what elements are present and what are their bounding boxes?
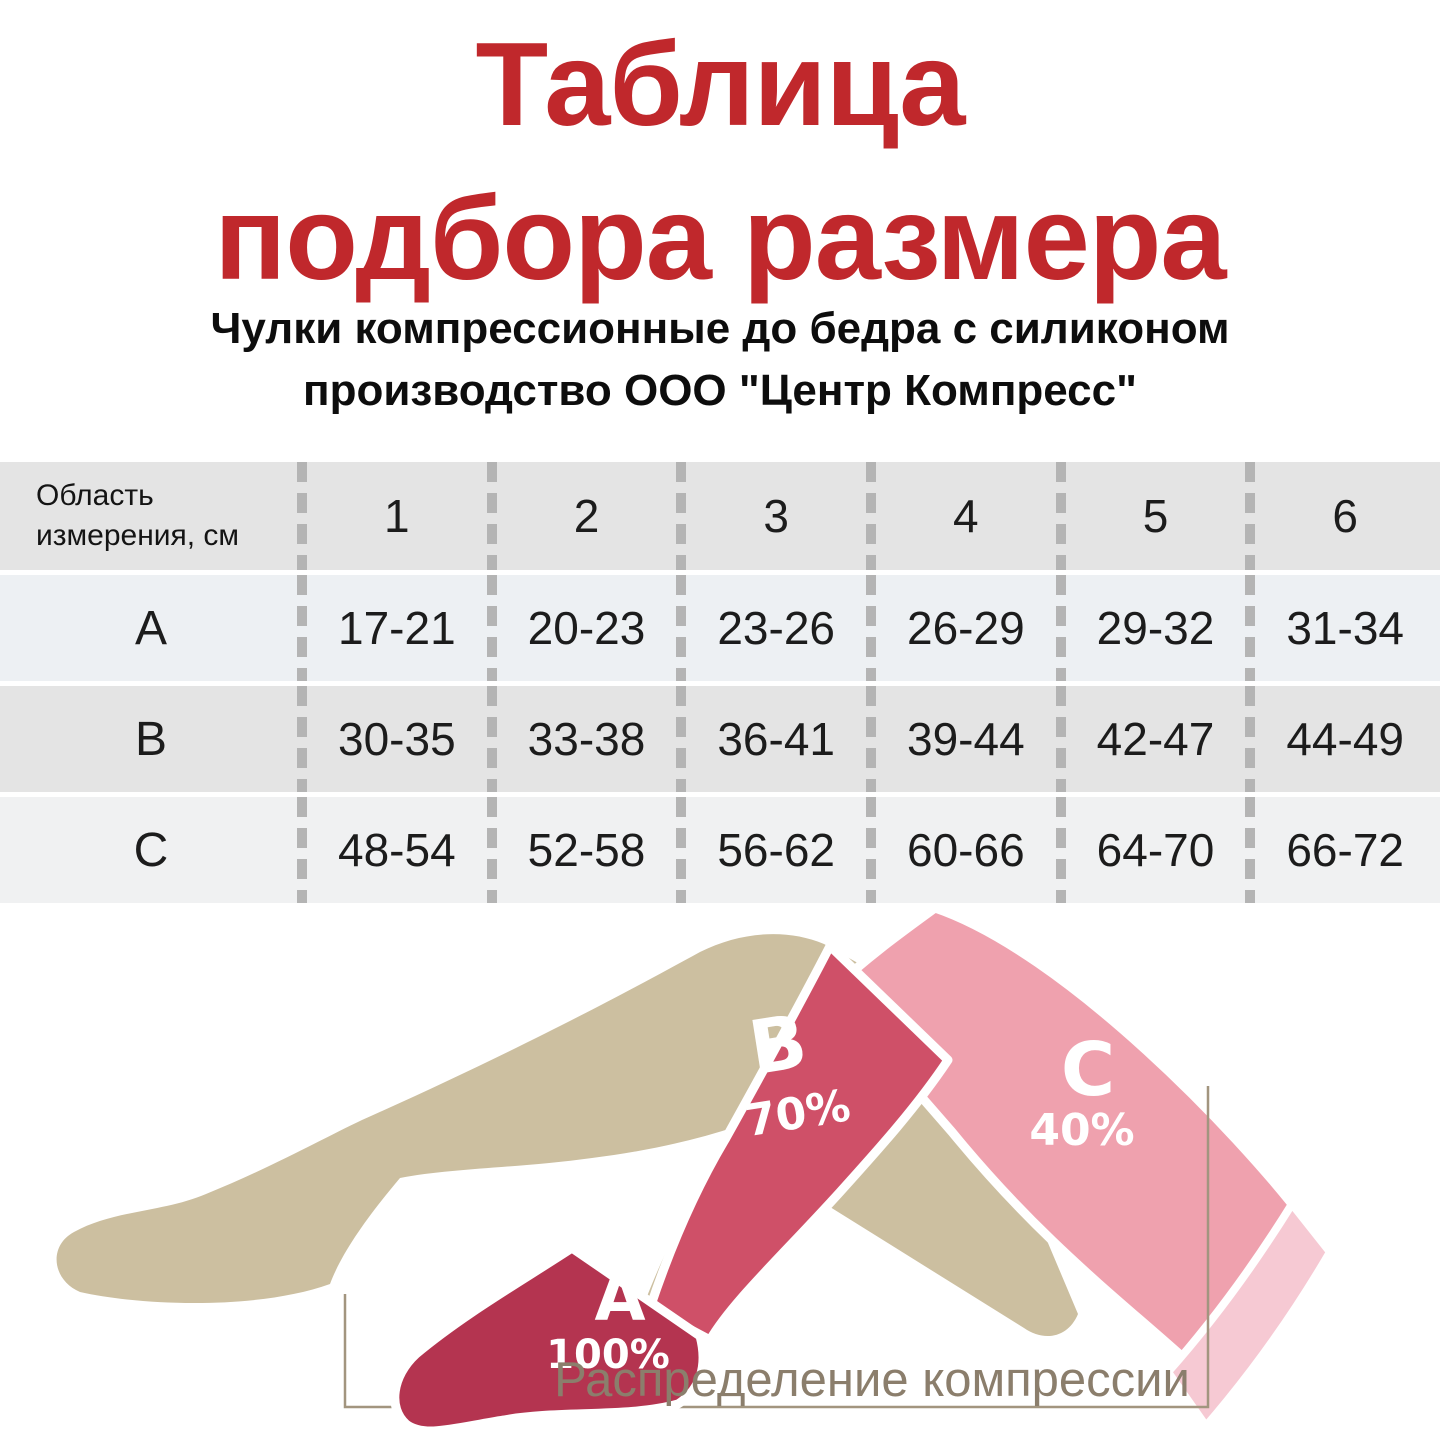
row-a-size-3: 23-26 bbox=[681, 575, 876, 681]
size-column-header-3: 3 bbox=[681, 462, 876, 570]
row-a-size-4: 26-29 bbox=[871, 575, 1066, 681]
row-b-size-1: 30-35 bbox=[302, 686, 497, 792]
size-table: Область измерения, см 1 2 3 4 5 6 A 17-2… bbox=[0, 462, 1440, 908]
row-b-size-3: 36-41 bbox=[681, 686, 876, 792]
leg-illustration: B 70% C 40% A 100% Распределение компрес… bbox=[56, 903, 1334, 1436]
table-header-row: Область измерения, см 1 2 3 4 5 6 bbox=[0, 462, 1440, 570]
zone-b-shape bbox=[645, 941, 953, 1345]
row-b-size-2: 33-38 bbox=[491, 686, 686, 792]
row-b-size-5: 42-47 bbox=[1060, 686, 1255, 792]
page-title-line-1: Таблица bbox=[475, 18, 966, 151]
page-title: Таблица подбора размера bbox=[0, 8, 1440, 315]
size-column-header-5: 5 bbox=[1060, 462, 1255, 570]
zone-c-label: C bbox=[1061, 1027, 1115, 1113]
subtitle-line-2: производство ООО "Центр Компресс" bbox=[303, 366, 1137, 416]
size-column-header-1: 1 bbox=[302, 462, 497, 570]
zone-a-label: A bbox=[594, 1259, 645, 1336]
row-a-label: A bbox=[0, 575, 307, 681]
compression-diagram: B 70% C 40% A 100% Распределение компрес… bbox=[0, 890, 1440, 1440]
row-b-label: B bbox=[0, 686, 307, 792]
row-c-label: C bbox=[0, 797, 307, 903]
row-c-size-5: 64-70 bbox=[1060, 797, 1255, 903]
row-c-size-4: 60-66 bbox=[871, 797, 1066, 903]
table-row-a: A 17-21 20-23 23-26 26-29 29-32 31-34 bbox=[0, 575, 1440, 681]
row-b-size-6: 44-49 bbox=[1250, 686, 1440, 792]
zone-a-percent: 100% bbox=[546, 1332, 670, 1378]
size-column-header-4: 4 bbox=[871, 462, 1066, 570]
product-subtitle: Чулки компрессионные до бедра с силиконо… bbox=[0, 298, 1440, 423]
zone-c-percent: 40% bbox=[1029, 1105, 1134, 1156]
row-a-size-6: 31-34 bbox=[1250, 575, 1440, 681]
page-title-line-2: подбора размера bbox=[214, 171, 1226, 305]
size-column-header-6: 6 bbox=[1250, 462, 1440, 570]
row-a-size-1: 17-21 bbox=[302, 575, 497, 681]
row-b-size-4: 39-44 bbox=[871, 686, 1066, 792]
row-c-size-1: 48-54 bbox=[302, 797, 497, 903]
row-a-size-2: 20-23 bbox=[491, 575, 686, 681]
measurement-area-header-label: Область измерения, см bbox=[36, 479, 240, 552]
zone-b-label: B bbox=[744, 998, 813, 1092]
diagram-frame bbox=[343, 1086, 1210, 1409]
diagram-caption: Распределение компрессии bbox=[554, 1353, 1190, 1407]
row-c-size-2: 52-58 bbox=[491, 797, 686, 903]
row-c-size-3: 56-62 bbox=[681, 797, 876, 903]
table-row-b: B 30-35 33-38 36-41 39-44 42-47 44-49 bbox=[0, 686, 1440, 792]
subtitle-line-1: Чулки компрессионные до бедра с силиконо… bbox=[210, 304, 1230, 353]
zone-a-shape bbox=[390, 1243, 708, 1436]
measurement-area-header-cell: Область измерения, см bbox=[0, 462, 307, 570]
bare-leg-thigh-wedge bbox=[806, 1030, 1078, 1337]
row-c-size-6: 66-72 bbox=[1250, 797, 1440, 903]
table-row-c: C 48-54 52-58 56-62 60-66 64-70 66-72 bbox=[0, 797, 1440, 903]
size-column-header-2: 2 bbox=[491, 462, 686, 570]
row-a-size-5: 29-32 bbox=[1060, 575, 1255, 681]
